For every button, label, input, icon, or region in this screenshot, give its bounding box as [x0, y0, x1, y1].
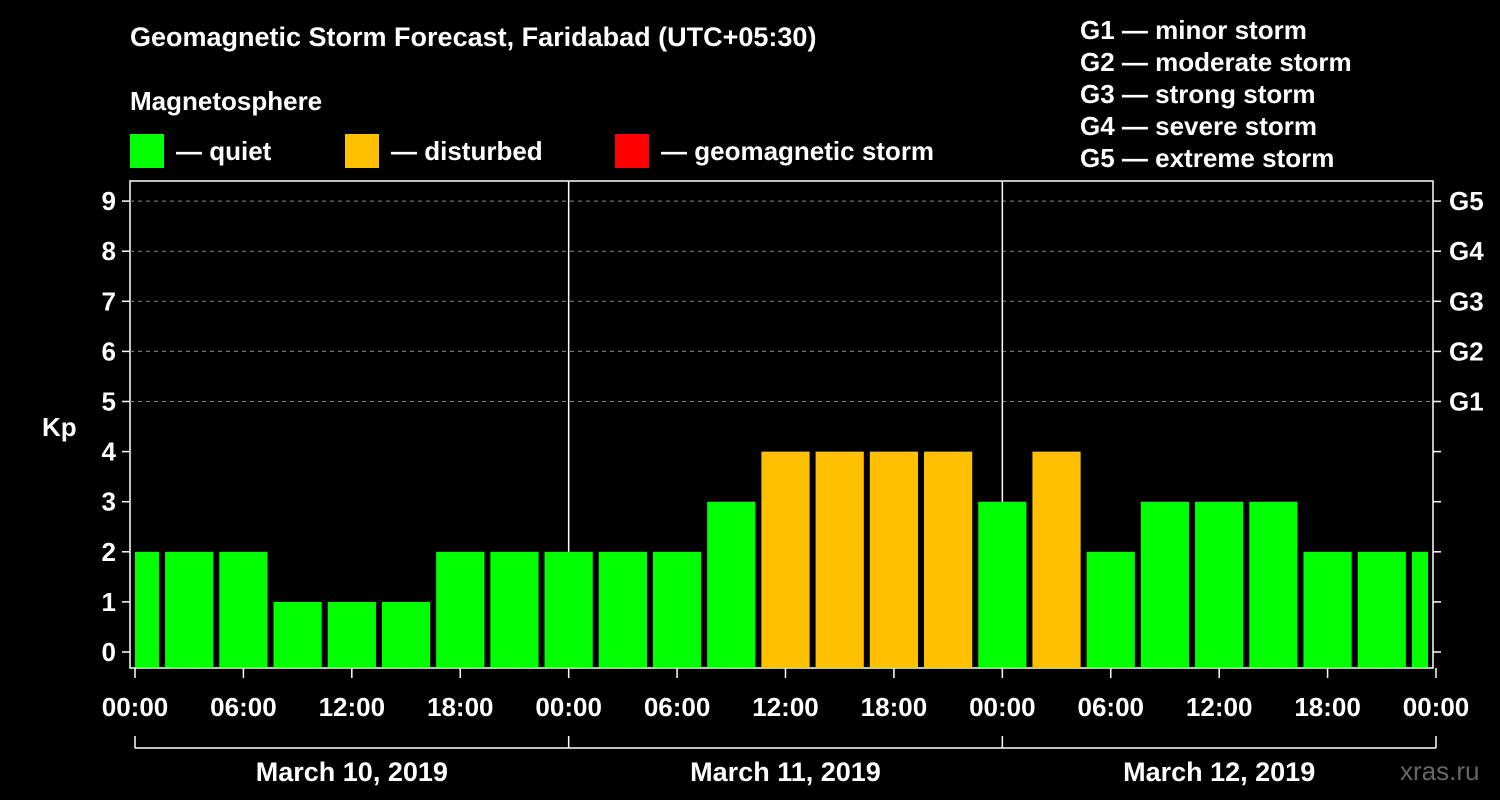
kp-bar: [1140, 501, 1190, 667]
kp-bar: [652, 551, 702, 667]
y-tick-label-9: 9: [102, 186, 116, 216]
storm-scale-g2: G2 — moderate storm: [1080, 47, 1352, 77]
y-tick-label-0: 0: [102, 637, 116, 667]
day-label: March 12, 2019: [1123, 757, 1315, 787]
kp-bar: [598, 551, 647, 667]
storm-scale-g1: G1 — minor storm: [1080, 15, 1307, 45]
chart-title: Geomagnetic Storm Forecast, Faridabad (U…: [130, 22, 817, 52]
kp-bar: [381, 601, 431, 667]
y-axis-label: Kp: [42, 412, 77, 442]
kp-bar: [327, 601, 376, 667]
y-tick-label-5: 5: [102, 387, 116, 417]
kp-bar: [273, 601, 322, 667]
x-tick-label: 00:00: [102, 692, 169, 722]
day-label: March 10, 2019: [256, 757, 448, 787]
legend-swatch-storm: [615, 134, 649, 168]
x-tick-label: 06:00: [210, 692, 277, 722]
x-tick-label: 00:00: [1403, 692, 1470, 722]
storm-scale-g5: G5 — extreme storm: [1080, 143, 1335, 173]
x-tick-label: 00:00: [535, 692, 602, 722]
storm-scale-g3: G3 — strong storm: [1080, 79, 1316, 109]
legend-item-disturbed: — disturbed: [345, 134, 543, 168]
kp-bar: [1249, 501, 1298, 667]
legend-label-disturbed: — disturbed: [391, 135, 543, 166]
x-tick-label: 18:00: [861, 692, 928, 722]
legend-heading: Magnetosphere: [130, 86, 323, 116]
y-tick-label-1: 1: [102, 587, 116, 617]
y-tick-label-6: 6: [102, 336, 116, 366]
x-tick-label: 18:00: [427, 692, 494, 722]
kp-bar: [1411, 551, 1428, 667]
legend-label-quiet: — quiet: [176, 135, 272, 166]
watermark: xras.ru: [1400, 756, 1480, 786]
kp-bar: [978, 501, 1027, 667]
x-tick-label: 12:00: [1186, 692, 1253, 722]
legend-swatch-disturbed: [345, 134, 379, 168]
kp-bar: [1303, 551, 1352, 667]
kp-bar: [1032, 451, 1081, 667]
kp-bar: [1086, 551, 1135, 667]
g-scale-label-g2: G2: [1449, 336, 1484, 366]
kp-bar: [869, 451, 919, 667]
y-tick-label-2: 2: [102, 537, 116, 567]
kp-bar: [707, 501, 756, 667]
g-scale-label-g4: G4: [1449, 236, 1484, 266]
legend-item-quiet: — quiet: [130, 134, 271, 168]
y-tick-label-3: 3: [102, 487, 116, 517]
y-tick-label-7: 7: [102, 286, 116, 316]
storm-scale-g4: G4 — severe storm: [1080, 111, 1318, 141]
storm-scale-legend: G1 — minor storm G2 — moderate storm G3 …: [1080, 14, 1352, 174]
kp-bar: [1357, 551, 1406, 667]
x-tick-label: 12:00: [319, 692, 386, 722]
x-tick-label: 00:00: [969, 692, 1036, 722]
legend-item-storm: — geomagnetic storm: [615, 134, 934, 168]
kp-bar: [544, 551, 593, 667]
g-scale-label-g1: G1: [1449, 387, 1484, 417]
y-tick-label-4: 4: [102, 437, 117, 467]
kp-bar: [436, 551, 485, 667]
x-tick-label: 06:00: [644, 692, 711, 722]
legend-swatch-quiet: [130, 134, 164, 168]
kp-bar: [761, 451, 810, 667]
x-tick-label: 12:00: [752, 692, 819, 722]
y-tick-label-8: 8: [102, 236, 116, 266]
g-scale-label-g3: G3: [1449, 286, 1484, 316]
legend-label-storm: — geomagnetic storm: [661, 135, 935, 166]
kp-bar: [135, 551, 160, 667]
kp-bar: [219, 551, 268, 667]
kp-bar: [815, 451, 864, 667]
kp-bar: [490, 551, 539, 667]
x-tick-label: 06:00: [1078, 692, 1145, 722]
day-label: March 11, 2019: [690, 757, 881, 787]
kp-bar: [165, 551, 214, 667]
kp-bar: [924, 451, 973, 667]
kp-bar: [1195, 501, 1244, 667]
g-scale-label-g5: G5: [1449, 186, 1484, 216]
x-tick-label: 18:00: [1294, 692, 1361, 722]
